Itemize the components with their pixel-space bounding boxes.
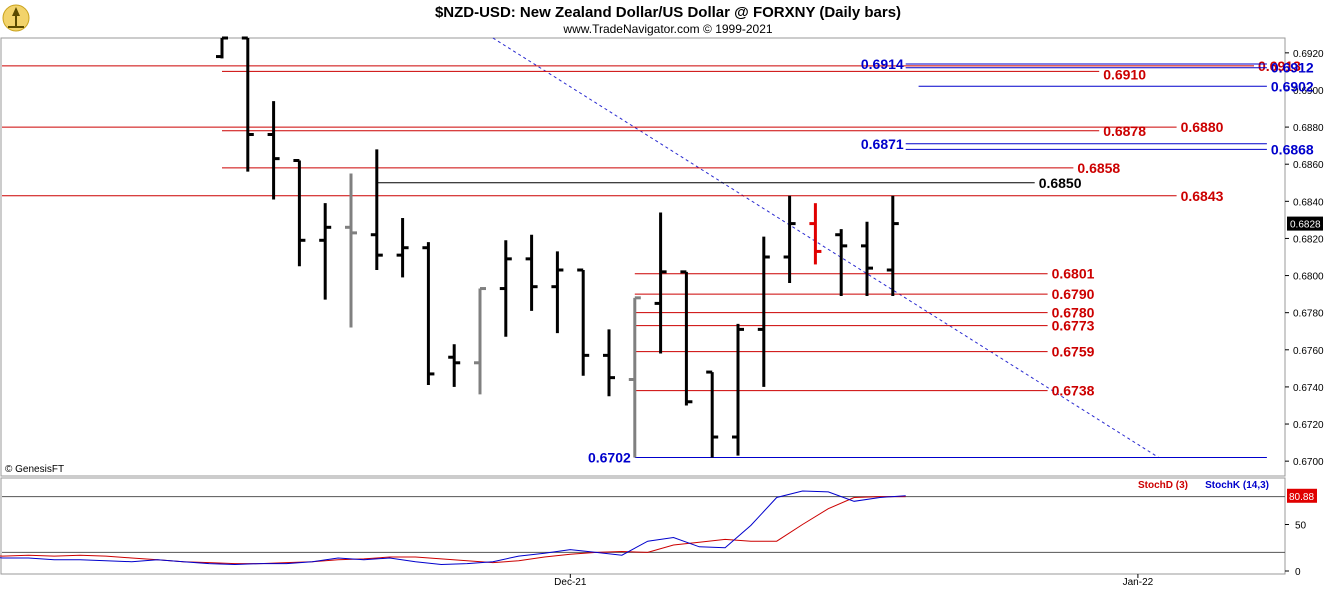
level-label: 0.6871 xyxy=(861,136,904,152)
legend-stoch-k: StochK (14,3) xyxy=(1205,480,1269,491)
stochastic-axis-label: 50 xyxy=(1295,521,1307,532)
ohlc-bar xyxy=(216,36,228,59)
watermark: © GenesisFT xyxy=(5,464,64,475)
price-panel-frame xyxy=(0,37,1286,477)
ohlc-bar xyxy=(680,270,693,406)
time-axis-label: Dec-21 xyxy=(554,577,587,588)
ohlc-bar xyxy=(551,251,564,334)
price-axis: 0.6920 0.6900 0.6880 0.6860 0.6840 0.6820 0.68… xyxy=(1285,49,1324,468)
ohlc-bar xyxy=(886,195,899,296)
ohlc-bar xyxy=(448,344,461,387)
stochastic-last-value: 80.88 xyxy=(1289,492,1314,503)
ohlc-bar xyxy=(835,229,848,296)
ohlc-bar xyxy=(293,158,306,267)
trend-line-layer xyxy=(492,37,1159,458)
ohlc-bar xyxy=(525,234,538,311)
level-label: 0.6738 xyxy=(1052,383,1095,399)
ohlc-bar xyxy=(422,242,435,386)
level-label: 0.6801 xyxy=(1052,266,1095,282)
level-label: 0.6850 xyxy=(1039,175,1082,191)
ohlc-bar xyxy=(396,218,409,278)
price-axis-tick-label: 0.6780 xyxy=(1293,309,1324,320)
level-label: 0.6910 xyxy=(1103,66,1146,82)
level-label: 0.6759 xyxy=(1052,344,1095,360)
price-axis-tick-label: 0.6700 xyxy=(1293,457,1324,468)
chart-subtitle: www.TradeNavigator.com © 1999-2021 xyxy=(562,22,772,36)
trend-line xyxy=(492,37,1159,458)
ohlc-bar xyxy=(499,240,512,337)
level-label: 0.6878 xyxy=(1103,123,1146,139)
level-label: 0.6843 xyxy=(1181,188,1224,204)
ohlc-bar xyxy=(577,268,590,376)
last-price-tag xyxy=(1287,216,1323,231)
ohlc-bar xyxy=(345,173,357,328)
chart-title: $NZD-USD: New Zealand Dollar/US Dollar @… xyxy=(435,4,901,21)
price-axis-tick-label: 0.6820 xyxy=(1293,234,1324,245)
level-label: 0.6773 xyxy=(1052,318,1095,334)
ohlc-bar xyxy=(603,329,615,397)
ohlc-bar xyxy=(732,323,744,456)
price-bars xyxy=(216,36,899,458)
stochastic-axis-label: 0 xyxy=(1295,567,1301,578)
ohlc-bar xyxy=(267,101,280,200)
stochastic-panel-frame xyxy=(0,477,1286,575)
price-axis-tick-label: 0.6860 xyxy=(1293,160,1324,171)
ohlc-bar xyxy=(628,296,641,458)
ohlc-bar xyxy=(757,236,770,387)
last-price-label: 0.6828 xyxy=(1290,220,1321,231)
ohlc-bar xyxy=(319,203,332,300)
ohlc-bar xyxy=(654,212,667,354)
ohlc-bar xyxy=(861,221,873,296)
level-label: 0.6914 xyxy=(861,56,904,72)
price-axis-tick-label: 0.6880 xyxy=(1293,123,1324,134)
level-label: 0.6913 xyxy=(1258,58,1301,74)
level-label: 0.6702 xyxy=(588,449,631,465)
level-label: 0.6912 xyxy=(1271,60,1314,76)
level-label: 0.6868 xyxy=(1271,141,1314,157)
ohlc-bar xyxy=(474,287,486,395)
time-axis-label: Jan-22 xyxy=(1123,577,1154,588)
time-axis: Dec-21 Jan-22 xyxy=(554,574,1154,588)
level-label: 0.6880 xyxy=(1181,119,1224,135)
price-axis-tick-label: 0.6840 xyxy=(1293,197,1324,208)
price-axis-tick-label: 0.6920 xyxy=(1293,49,1324,60)
ohlc-bar xyxy=(783,195,796,283)
level-label: 0.6902 xyxy=(1271,78,1314,94)
stochastic-layer: 50 0 80.88 StochD (3) StochK (14,3) xyxy=(0,480,1317,578)
price-axis-tick-label: 0.6720 xyxy=(1293,420,1324,431)
ohlc-bar xyxy=(241,36,254,172)
price-axis-tick-label: 0.6760 xyxy=(1293,346,1324,357)
level-label: 0.6790 xyxy=(1052,286,1095,302)
level-label: 0.6858 xyxy=(1077,160,1120,176)
price-axis-tick-label: 0.6900 xyxy=(1293,86,1324,97)
ohlc-bar xyxy=(706,370,719,458)
stochastic-series-line xyxy=(0,490,906,566)
ohlc-bar xyxy=(809,203,822,265)
legend-stoch-d: StochD (3) xyxy=(1138,480,1188,491)
trade-navigator-logo-icon xyxy=(2,4,30,32)
price-axis-tick-label: 0.6740 xyxy=(1293,383,1324,394)
levels-layer: 0.6913 0.6910 0.6914 0.6912 0.6902 0.6880 0.68… xyxy=(2,56,1314,465)
ohlc-bar xyxy=(370,149,383,270)
stochastic-last-value-tag xyxy=(1287,488,1317,503)
price-axis-tick-label: 0.6800 xyxy=(1293,272,1324,283)
level-label: 0.6780 xyxy=(1052,305,1095,321)
